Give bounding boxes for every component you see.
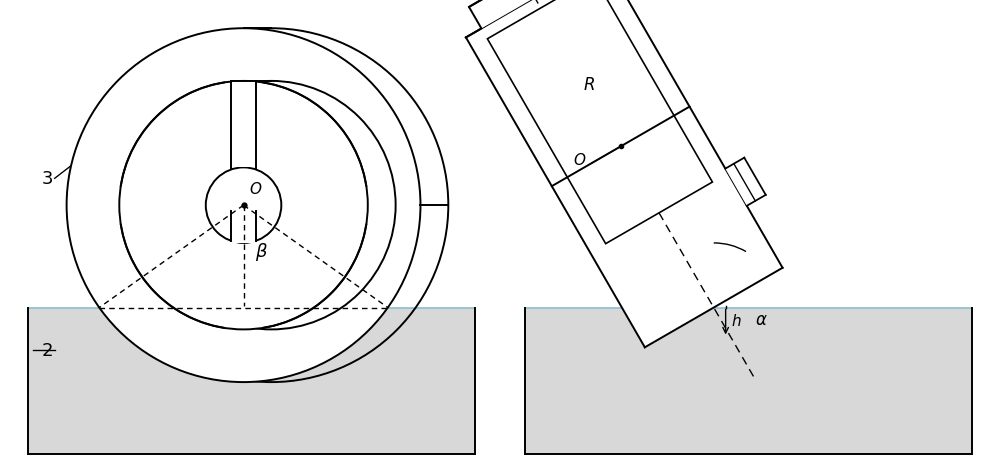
Polygon shape — [466, 0, 604, 38]
Ellipse shape — [119, 82, 368, 330]
Polygon shape — [231, 82, 256, 168]
Text: h: h — [732, 314, 741, 329]
Ellipse shape — [67, 29, 420, 382]
Text: R: R — [584, 76, 595, 94]
Polygon shape — [28, 308, 475, 454]
Polygon shape — [487, 0, 712, 244]
Polygon shape — [525, 308, 972, 454]
Text: 2: 2 — [41, 342, 53, 359]
Text: O: O — [574, 153, 586, 168]
Text: O: O — [250, 182, 262, 197]
Polygon shape — [725, 158, 766, 206]
Polygon shape — [466, 0, 783, 348]
Text: $\beta$: $\beta$ — [255, 240, 268, 263]
Polygon shape — [231, 212, 256, 244]
Text: $\alpha$: $\alpha$ — [755, 311, 768, 329]
Text: 3: 3 — [41, 170, 53, 188]
Ellipse shape — [206, 168, 281, 244]
